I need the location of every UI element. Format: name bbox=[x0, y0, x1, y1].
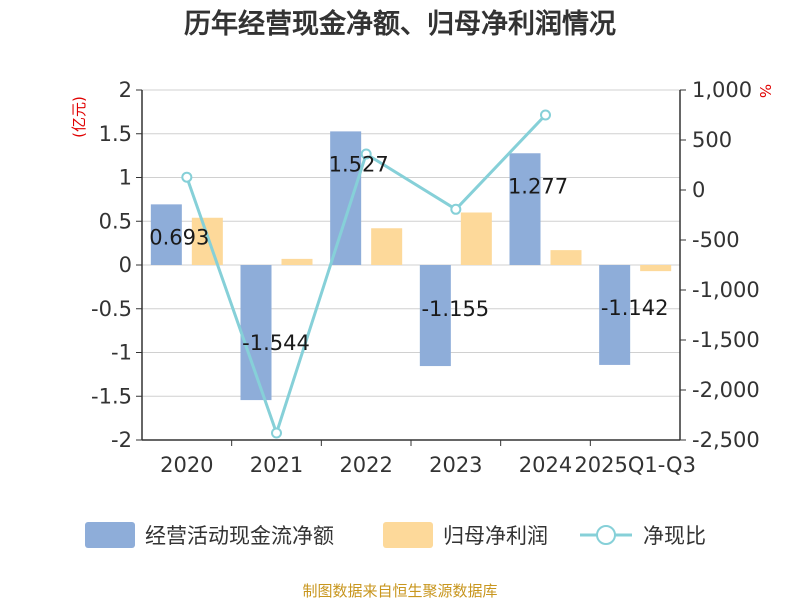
legend-marker-ratio bbox=[596, 525, 616, 545]
net-profit-bar bbox=[460, 212, 492, 265]
ratio-point bbox=[540, 109, 551, 121]
data-labels: 0.693 -1.544 1.527 -1.155 1.277 -1.142 bbox=[149, 152, 668, 355]
source-note: 制图数据来自恒生聚源数据库 bbox=[302, 582, 497, 600]
right-tick-label: 1,000 bbox=[692, 78, 752, 102]
cashflow-data-label: 1.277 bbox=[508, 174, 568, 198]
right-tick-label: 0 bbox=[692, 178, 705, 202]
ratio-point bbox=[450, 203, 462, 215]
left-tick-label: 0 bbox=[119, 253, 132, 277]
right-tick-label: -1,500 bbox=[692, 328, 760, 352]
left-tick-label: -1.5 bbox=[91, 384, 132, 408]
left-tick-label: 1 bbox=[119, 166, 132, 190]
left-tick-label: 2 bbox=[119, 78, 132, 102]
left-tick-label: -1 bbox=[111, 341, 132, 365]
net-profit-bar bbox=[281, 258, 313, 265]
cashflow-data-label: 1.527 bbox=[329, 152, 389, 176]
left-tick-label: -0.5 bbox=[91, 297, 132, 321]
x-tick-label: 2021 bbox=[250, 453, 303, 477]
x-tick-label: 2024 bbox=[519, 453, 572, 477]
right-tick-label: -1,000 bbox=[692, 278, 760, 302]
x-tick-label: 2023 bbox=[429, 453, 482, 477]
x-tick-label: 2025Q1-Q3 bbox=[574, 453, 696, 477]
x-tick-label: 2022 bbox=[339, 453, 392, 477]
left-axis-unit: (亿元) bbox=[70, 96, 88, 138]
legend-label-cashflow: 经营活动现金流净额 bbox=[145, 524, 334, 548]
right-tick-label: -2,000 bbox=[692, 378, 760, 402]
cashflow-bar bbox=[419, 265, 451, 367]
chart-title: 历年经营现金净额、归母净利润情况 bbox=[184, 8, 616, 40]
left-tick-label: 0.5 bbox=[99, 209, 132, 233]
legend-label-ratio: 净现比 bbox=[643, 524, 706, 548]
net-profit-bar bbox=[550, 250, 582, 265]
cashflow-data-label: -1.142 bbox=[601, 296, 669, 320]
net-profit-bar bbox=[640, 265, 672, 272]
ratio-point bbox=[181, 171, 193, 183]
legend-swatch-cashflow bbox=[85, 522, 135, 548]
x-tick-label: 2020 bbox=[160, 453, 213, 477]
legend-swatch-net-profit bbox=[383, 522, 433, 548]
cashflow-bar bbox=[150, 204, 182, 265]
cashflow-data-label: 0.693 bbox=[149, 225, 209, 249]
cashflow-data-label: -1.544 bbox=[242, 331, 310, 355]
ratio-point bbox=[271, 427, 282, 439]
right-axis-unit: % bbox=[756, 84, 774, 98]
cashflow-bar bbox=[330, 131, 362, 265]
right-tick-label: 500 bbox=[692, 128, 732, 152]
left-tick-label: -2 bbox=[111, 428, 132, 452]
right-tick-label: -500 bbox=[692, 228, 740, 252]
cashflow-bar bbox=[599, 265, 631, 365]
net-profit-bar bbox=[191, 217, 223, 265]
bars bbox=[150, 131, 672, 401]
cashflow-bar bbox=[509, 153, 541, 265]
axes: 2 1.5 1 0.5 0 -0.5 -1 -1.5 -2 1,000 500 0 -500 -1,000… bbox=[91, 78, 760, 477]
left-tick-label: 1.5 bbox=[99, 122, 132, 146]
right-tick-label: -2,500 bbox=[692, 428, 760, 452]
net-profit-bar bbox=[371, 228, 403, 265]
legend-label-net-profit: 归母净利润 bbox=[443, 524, 548, 548]
ratio-line bbox=[181, 109, 551, 439]
ratio-point bbox=[360, 148, 372, 160]
cashflow-data-label: -1.155 bbox=[421, 297, 489, 321]
legend: 经营活动现金流净额 归母净利润 净现比 bbox=[85, 522, 706, 548]
